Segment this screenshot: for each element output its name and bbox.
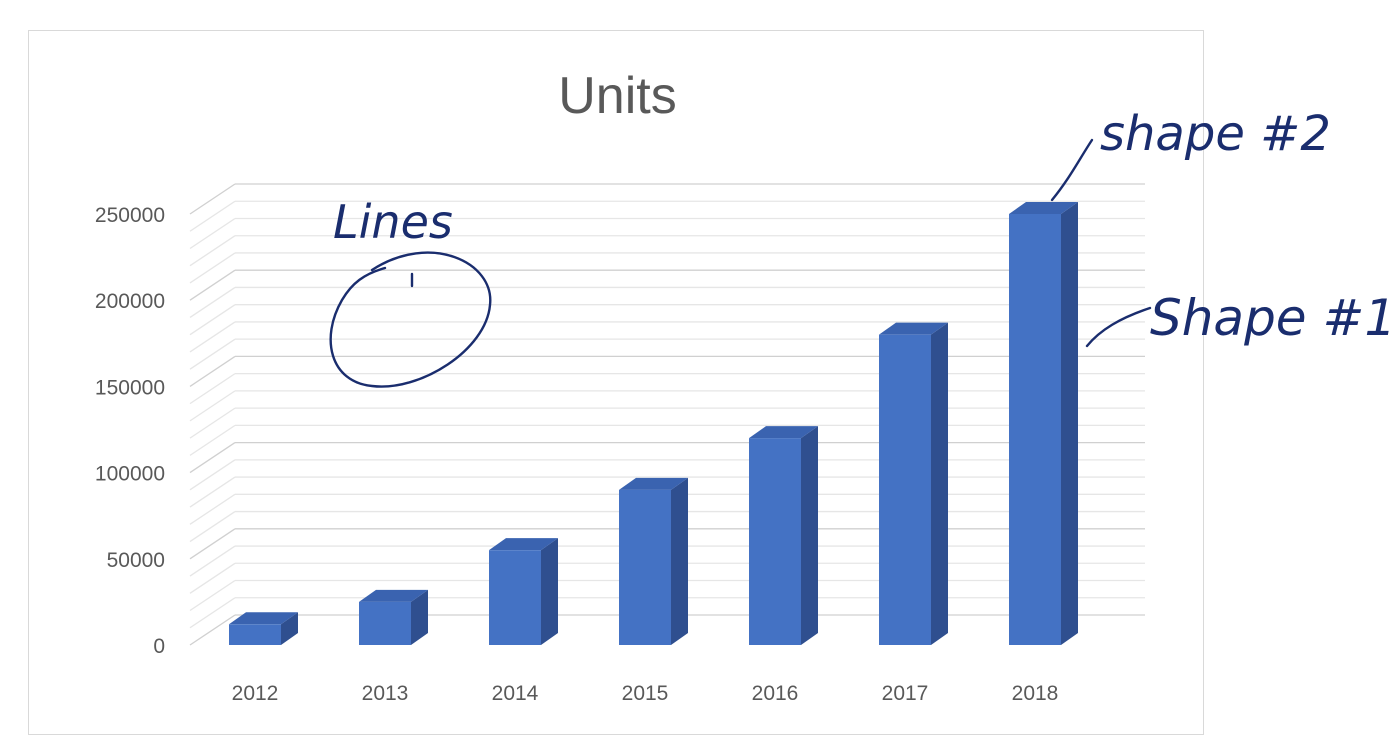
x-tick-label: 2012 [232,682,279,705]
handwritten-annotations: Lines shape #2 Shape #1 [329,106,1396,388]
gridline-depth [189,614,236,646]
gridline-depth [189,407,236,439]
gridline-depth [189,338,236,370]
bar-side [411,589,428,645]
gridline-depth [189,562,236,594]
y-tick-label: 100000 [95,463,165,486]
y-axis-ticks: 0 50000 100000 150000 200000 250000 [95,204,165,658]
gridline-depth [189,597,236,629]
bar [879,322,948,645]
gridline-depth [189,217,236,250]
gridline-depth [189,476,236,508]
bar-side [931,322,948,645]
bar-front [879,334,931,645]
x-tick-label: 2014 [492,682,539,705]
bar-front [1009,214,1061,645]
y-tick-label: 0 [153,635,165,658]
bar-front [489,550,541,645]
bar-front [359,601,411,645]
bar-front [749,438,801,645]
y-tick-label: 250000 [95,204,165,227]
bar-side [671,477,688,645]
bar [619,477,688,645]
bar-top [359,589,428,602]
gridline-depth [189,183,236,215]
x-tick-label: 2013 [362,682,409,705]
bar [749,426,818,645]
gridline-depth [189,200,236,232]
x-tick-label: 2018 [1012,682,1059,705]
annotation-lines-circle [329,251,492,388]
gridline-depth [189,355,236,387]
gridline-depth [189,269,236,301]
bar [1009,202,1078,645]
gridlines [189,183,1145,646]
x-axis-ticks: 2012 2013 2014 2015 2016 2017 2018 [232,682,1059,705]
x-tick-label: 2016 [752,682,799,705]
x-tick-label: 2017 [882,682,929,705]
gridline-depth [189,286,236,318]
bar-top [1009,202,1078,214]
bar-side [1061,202,1078,645]
annotation-shape1-pointer [1085,306,1152,348]
gridline-depth [189,235,236,267]
bar [229,612,298,645]
bar-front [619,489,671,645]
y-tick-label: 200000 [95,290,165,313]
annotation-shape2-pointer [1050,138,1094,202]
gridline-depth [189,493,236,525]
bar-top [619,477,688,490]
gridline-depth [189,390,236,422]
bar [359,589,428,645]
annotation-shape2-text: shape #2 [1100,106,1331,162]
bar [489,538,558,645]
gridline-depth [189,373,236,405]
gridline-depth [189,545,236,577]
chart-title: Units [558,67,677,125]
bar-front [229,624,281,645]
y-tick-label: 50000 [107,549,165,572]
chart-frame [28,30,1204,735]
gridline-depth [189,442,236,474]
gridline-depth [189,579,236,612]
bar-top [229,612,298,625]
gridline-depth [189,511,236,543]
gridline-depth [189,304,236,336]
annotation-lines-text: Lines [333,195,453,249]
gridline-depth [189,252,236,284]
bar-side [281,612,298,645]
bar-top [489,538,558,551]
bar-top [749,426,818,439]
annotation-shape1-text: Shape #1 [1150,289,1396,347]
gridline-depth [189,321,236,353]
bar-top [879,322,948,335]
bars [229,202,1078,645]
gridline-depth [189,528,236,560]
gridline-depth [189,459,236,491]
bar-side [801,426,818,645]
y-tick-label: 150000 [95,376,165,399]
bar-side [541,538,558,645]
gridline-depth [189,424,236,456]
x-tick-label: 2015 [622,682,669,705]
